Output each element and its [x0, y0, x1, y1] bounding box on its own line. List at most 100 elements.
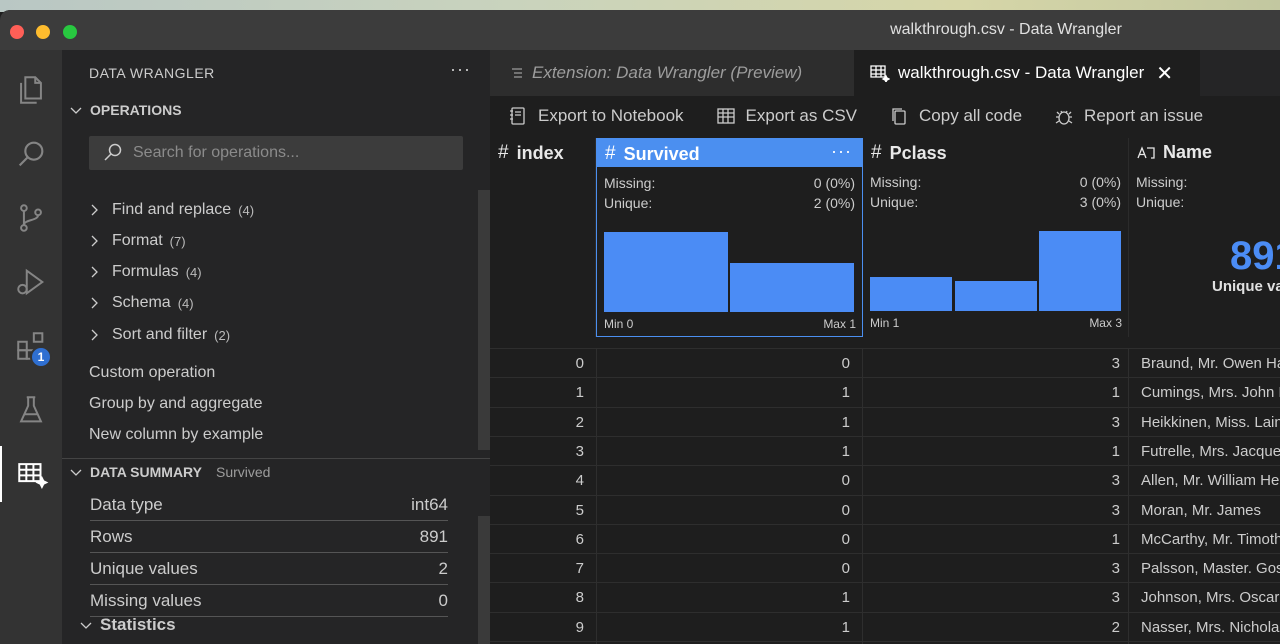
histogram-min: Min 1	[870, 316, 900, 330]
histogram-bar[interactable]	[604, 232, 728, 312]
minimize-window-button[interactable]	[36, 25, 50, 39]
copy-code-button[interactable]: Copy all code	[889, 106, 1022, 126]
cell-index[interactable]: 7	[575, 560, 584, 578]
histogram-bar[interactable]	[870, 276, 952, 311]
cell-survived[interactable]: 1	[596, 583, 862, 613]
cell-name[interactable]: Moran, Mr. James	[1128, 495, 1280, 525]
op-new-column-by-example[interactable]: New column by example	[89, 426, 264, 443]
cell-index[interactable]: 4	[575, 472, 584, 490]
sidebar-scrollbar[interactable]	[478, 190, 490, 450]
cell-survived[interactable]: 1	[596, 642, 862, 644]
cell-pclass[interactable]: 3	[862, 349, 1128, 378]
histogram-bar[interactable]	[955, 280, 1037, 311]
cell-pclass[interactable]: 3	[862, 495, 1128, 525]
sidebar-scrollbar-bottom[interactable]	[478, 516, 490, 644]
cell-name[interactable]: Heikkinen, Miss. Laina	[1128, 407, 1280, 437]
column-header-name[interactable]: Name Missing: Unique: 891 Unique values	[1129, 138, 1280, 337]
maximize-window-button[interactable]	[63, 25, 77, 39]
cell-survived[interactable]: 1	[596, 407, 862, 437]
data-summary-section-header[interactable]: DATA SUMMARY Survived	[68, 464, 270, 480]
cell-pclass[interactable]: 2	[862, 612, 1128, 642]
column-header-pclass[interactable]: # Pclass Missing: 0 (0%) Unique: 3 (0%) …	[863, 138, 1129, 337]
cell-index[interactable]: 8	[575, 589, 584, 607]
data-wrangler-icon[interactable]	[0, 446, 62, 502]
desktop-background	[0, 0, 1280, 12]
op-group-formulas[interactable]: Formulas (4)	[88, 263, 202, 281]
op-group-sort-filter[interactable]: Sort and filter (2)	[88, 326, 230, 344]
cell-name[interactable]: McCarthy, Mr. Timothy J	[1128, 524, 1280, 554]
statistics-header[interactable]: Statistics	[78, 615, 176, 635]
cell-index[interactable]: 6	[575, 530, 584, 548]
cell-pclass[interactable]: 1	[862, 436, 1128, 466]
column-header-index[interactable]: # index	[490, 138, 596, 337]
cell-survived[interactable]: 0	[596, 349, 862, 378]
cell-name[interactable]: Palsson, Master. Gosta Leonard	[1128, 554, 1280, 584]
export-csv-button[interactable]: Export as CSV	[716, 106, 857, 126]
op-custom-operation[interactable]: Custom operation	[89, 364, 216, 381]
histogram-bar[interactable]	[730, 262, 854, 312]
report-issue-button[interactable]: Report an issue	[1054, 106, 1203, 126]
cell-index[interactable]: 5	[575, 501, 584, 519]
cell-index[interactable]: 2	[575, 413, 584, 431]
cell-index[interactable]: 1	[575, 384, 584, 402]
cell-survived[interactable]: 0	[596, 495, 862, 525]
cell-index[interactable]: 3	[575, 442, 584, 460]
op-group-find-replace[interactable]: Find and replace (4)	[88, 201, 254, 219]
cell-pclass[interactable]: 1	[862, 524, 1128, 554]
cell-pclass[interactable]: 3	[862, 466, 1128, 496]
cell-pclass[interactable]: 3	[862, 407, 1128, 437]
cell-index[interactable]: 0	[575, 355, 584, 372]
tab-bar: Extension: Data Wrangler (Preview) walkt…	[490, 50, 1280, 96]
cell-survived[interactable]: 1	[596, 612, 862, 642]
cell-survived[interactable]: 0	[596, 554, 862, 584]
op-group-by-aggregate[interactable]: Group by and aggregate	[89, 395, 263, 412]
cell-name[interactable]: Braund, Mr. Owen Harris	[1128, 349, 1280, 378]
cell-pclass[interactable]: 3	[862, 642, 1128, 644]
cell-survived[interactable]: 1	[596, 378, 862, 408]
cell-name[interactable]: Allen, Mr. William Henry	[1128, 466, 1280, 496]
operations-section-header[interactable]: OPERATIONS	[68, 102, 182, 118]
extensions-icon[interactable]: 1	[0, 318, 62, 374]
cell-name[interactable]: Futrelle, Mrs. Jacques Heath	[1128, 436, 1280, 466]
cell-name[interactable]: Cumings, Mrs. John Bradley	[1128, 378, 1280, 408]
close-tab-icon[interactable]: ✕	[1156, 62, 1174, 85]
source-control-icon[interactable]	[0, 190, 62, 246]
files-icon[interactable]	[0, 62, 62, 118]
cell-name[interactable]: Sandstrom, Miss. Marguerite Rut	[1128, 642, 1280, 644]
cell-index[interactable]: 9	[575, 618, 584, 636]
cell-survived[interactable]: 0	[596, 524, 862, 554]
cell-name[interactable]: Nasser, Mrs. Nicholas	[1128, 612, 1280, 642]
table-row[interactable]: 2 1 3 Heikkinen, Miss. Laina	[490, 406, 1280, 437]
cell-name[interactable]: Johnson, Mrs. Oscar W	[1128, 583, 1280, 613]
tab-walkthrough[interactable]: walkthrough.csv - Data Wrangler ✕	[854, 50, 1200, 96]
column-header-survived[interactable]: # Survived ··· Missing: 0 (0%) Unique: 2…	[596, 138, 863, 337]
table-row[interactable]: 5 0 3 Moran, Mr. James	[490, 494, 1280, 525]
run-debug-icon[interactable]	[0, 254, 62, 310]
operations-search[interactable]	[89, 136, 463, 170]
op-group-format[interactable]: Format (7)	[88, 232, 186, 250]
table-row[interactable]: 9 1 2 Nasser, Mrs. Nicholas	[490, 611, 1280, 642]
cell-survived[interactable]: 0	[596, 466, 862, 496]
search-icon[interactable]	[0, 126, 62, 182]
testing-icon[interactable]	[0, 382, 62, 438]
tab-extension-preview[interactable]: Extension: Data Wrangler (Preview)	[490, 50, 854, 96]
sidebar-more-button[interactable]: ···	[450, 59, 471, 79]
close-window-button[interactable]	[10, 25, 24, 39]
cell-pclass[interactable]: 3	[862, 583, 1128, 613]
cell-pclass[interactable]: 3	[862, 554, 1128, 584]
column-more-button[interactable]: ···	[831, 141, 852, 161]
table-row[interactable]: 1013Sandstrom, Miss. Marguerite Rut	[490, 641, 1280, 644]
op-group-schema[interactable]: Schema (4)	[88, 294, 194, 312]
operations-search-input[interactable]	[133, 144, 453, 162]
histogram-bar[interactable]	[1039, 231, 1121, 311]
export-notebook-button[interactable]: Export to Notebook	[508, 106, 684, 126]
cell-survived[interactable]: 1	[596, 436, 862, 466]
cell-pclass[interactable]: 1	[862, 378, 1128, 408]
